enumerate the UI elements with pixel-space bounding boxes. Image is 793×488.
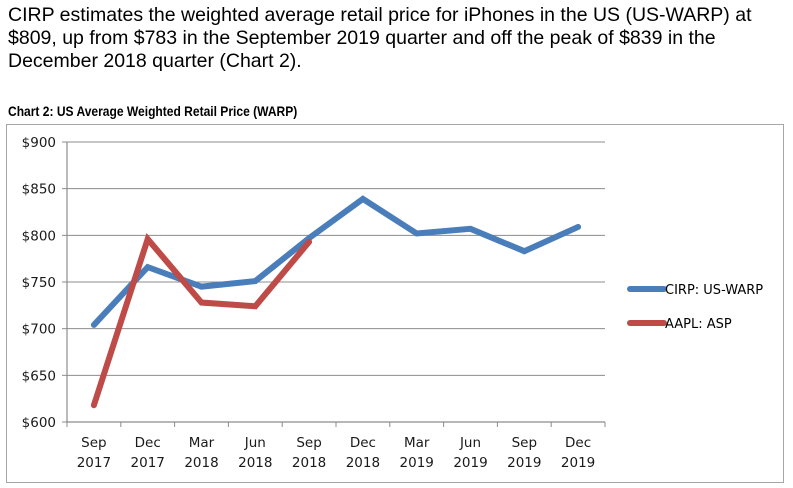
y-tick-label: $800 [22,228,56,244]
series-line-aapl-asp [90,233,313,409]
y-tick-labels: $600 $650 $700 $750 $800 $850 $900 [22,135,56,431]
legend-label: AAPL: ASP [665,317,732,332]
x-tick-label-year: 2018 [292,455,326,471]
x-tick-label-year: 2019 [507,455,541,471]
x-tick-label-month: Mar [404,435,430,451]
x-tick-label-month: Dec [565,435,591,451]
x-tick-label-year: 2019 [400,455,434,471]
y-tick-label: $850 [22,182,56,198]
axes [62,141,606,427]
x-tick-label-month: Jun [244,435,266,451]
chart-title: Chart 2: US Average Weighted Retail Pric… [8,103,298,119]
intro-paragraph: CIRP estimates the weighted average reta… [8,4,752,72]
series-lines [90,195,582,409]
y-tick-label: $600 [22,415,56,431]
x-tick-labels: Sep 2017 Dec 2017 Mar 2018 Jun 2018 Sep 2018 Dec 20… [77,435,596,471]
x-tick-label-month: Sep [512,435,537,451]
x-tick-label-year: 2017 [131,455,165,471]
y-tick-label: $700 [22,322,56,338]
series-line-cirp-us-warp [90,195,582,328]
y-tick-label: $900 [22,135,56,151]
x-tick-label-month: Sep [296,435,321,451]
legend-label: CIRP: US-WARP [665,283,763,298]
chart-frame [6,124,784,483]
x-tick-label-year: 2018 [238,455,272,471]
legend: CIRP: US-WARP AAPL: ASP [627,283,763,332]
gridlines [67,141,605,376]
x-tick-label-month: Sep [81,435,106,451]
x-tick-label-month: Dec [135,435,161,451]
x-tick-label-year: 2017 [77,455,111,471]
x-tick-label-month: Jun [459,435,481,451]
x-tick-label-year: 2019 [453,455,487,471]
x-tick-label-year: 2018 [184,455,218,471]
y-tick-label: $650 [22,368,56,384]
x-tick-label-month: Mar [189,435,215,451]
y-tick-label: $750 [22,275,56,291]
x-tick-label-year: 2019 [561,455,595,471]
x-tick-label-year: 2018 [346,455,380,471]
x-tick-label-month: Dec [350,435,376,451]
